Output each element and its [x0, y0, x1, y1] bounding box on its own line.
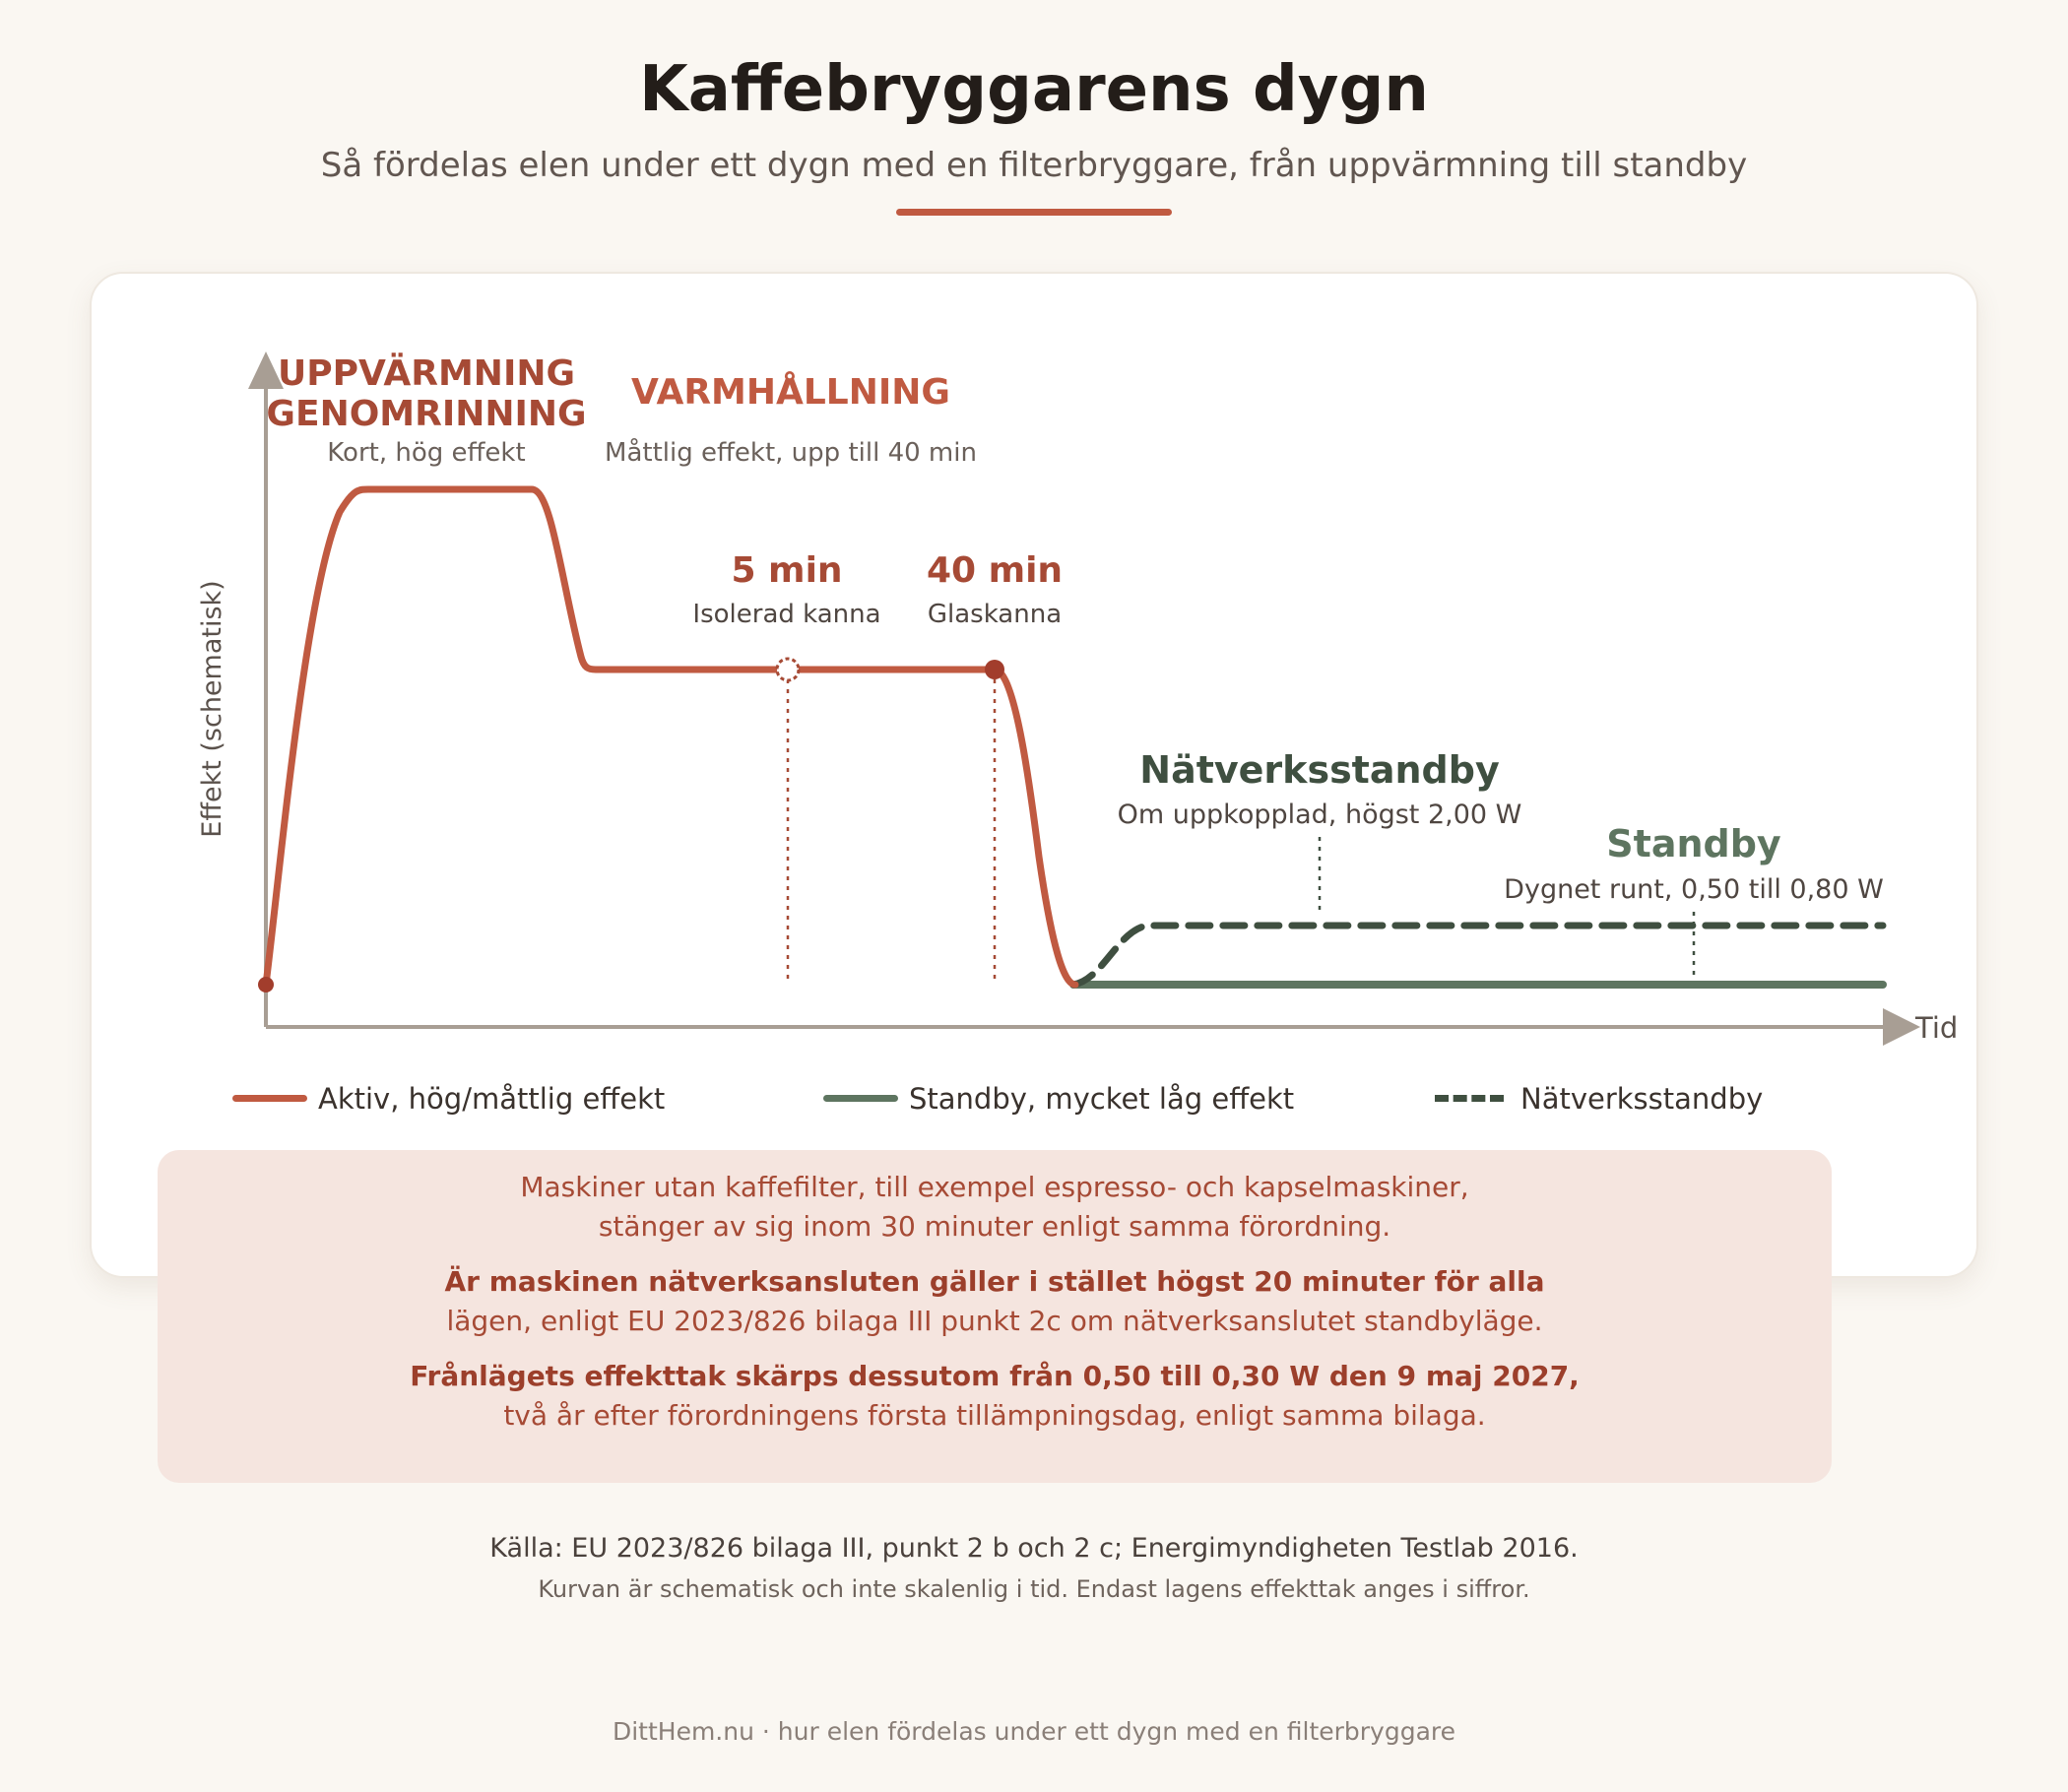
note-p1-line2: stänger av sig inom 30 minuter enligt sa…	[598, 1210, 1391, 1243]
network-standby-title: Nätverksstandby	[1139, 748, 1500, 792]
heating-subtitle: Kort, hög effekt	[327, 438, 525, 468]
note-p3-bold: Frånlägets effekttak skärps dessutom frå…	[410, 1360, 1580, 1392]
page-subtitle: Så fördelas elen under ett dygn med en f…	[320, 146, 1748, 185]
note-p3-line2: två år efter förordningens första tilläm…	[503, 1399, 1486, 1432]
disclaimer-text: Kurvan är schematisk och inte skalenlig …	[538, 1575, 1530, 1603]
note-p3-line1: Frånlägets effekttak skärps dessutom frå…	[158, 1357, 1832, 1396]
title-underline	[896, 209, 1172, 216]
insulated-label: Isolerad kanna	[692, 600, 880, 629]
footer-text: DittHem.nu · hur elen fördelas under ett…	[612, 1717, 1456, 1746]
standby-subtitle: Dygnet runt, 0,50 till 0,80 W	[1504, 874, 1884, 905]
y-axis-arrow	[248, 352, 284, 389]
network-standby-line	[1069, 922, 1887, 989]
legend-item-active: Aktiv, hög/måttlig effekt	[232, 1079, 744, 1119]
glass-point	[985, 660, 1004, 679]
note-p2-line2: lägen, enligt EU 2023/826 bilaga III pun…	[446, 1305, 1543, 1337]
insulated-time: 5 min	[731, 550, 842, 591]
regulation-note: Maskiner utan kaffefilter, till exempel …	[158, 1150, 1832, 1483]
start-point	[258, 977, 274, 992]
standby-title: Standby	[1606, 822, 1781, 865]
note-p2-bold: Är maskinen nätverksansluten gäller i st…	[444, 1265, 1545, 1298]
keepwarm-title: VARMHÅLLNING	[631, 371, 950, 413]
insulated-point	[775, 657, 801, 682]
keepwarm-subtitle: Måttlig effekt, upp till 40 min	[605, 437, 977, 468]
heating-title-line1: UPPVÄRMNING	[278, 352, 575, 394]
note-p1-line1: Maskiner utan kaffefilter, till exempel …	[520, 1171, 1469, 1203]
legend-label-standby: Standby, mycket låg effekt	[909, 1082, 1295, 1116]
legend-item-standby: Standby, mycket låg effekt	[823, 1079, 1335, 1119]
legend-swatch-active	[232, 1095, 307, 1102]
legend-swatch-standby	[823, 1095, 898, 1102]
page-title: Kaffebryggarens dygn	[639, 53, 1429, 126]
legend-label-network: Nätverksstandby	[1520, 1082, 1764, 1116]
note-p2-line1: Är maskinen nätverksansluten gäller i st…	[158, 1262, 1832, 1302]
network-standby-subtitle: Om uppkopplad, högst 2,00 W	[1118, 800, 1522, 830]
glass-label: Glaskanna	[928, 600, 1062, 629]
glass-time: 40 min	[927, 550, 1063, 591]
legend-item-network: Nätverksstandby	[1435, 1079, 1829, 1119]
active-power-curve	[262, 485, 1079, 989]
source-text: Källa: EU 2023/826 bilaga III, punkt 2 b…	[489, 1533, 1579, 1564]
x-axis-label: Tid	[1914, 1011, 1958, 1045]
legend-swatch-network	[1435, 1095, 1504, 1102]
y-axis-label: Effekt (schematisk)	[197, 580, 227, 837]
x-axis-arrow	[1883, 1008, 1920, 1046]
heating-title-line2: GENOMRINNING	[266, 394, 586, 434]
legend-label-active: Aktiv, hög/måttlig effekt	[318, 1082, 666, 1116]
diagram-card	[90, 272, 1978, 1278]
